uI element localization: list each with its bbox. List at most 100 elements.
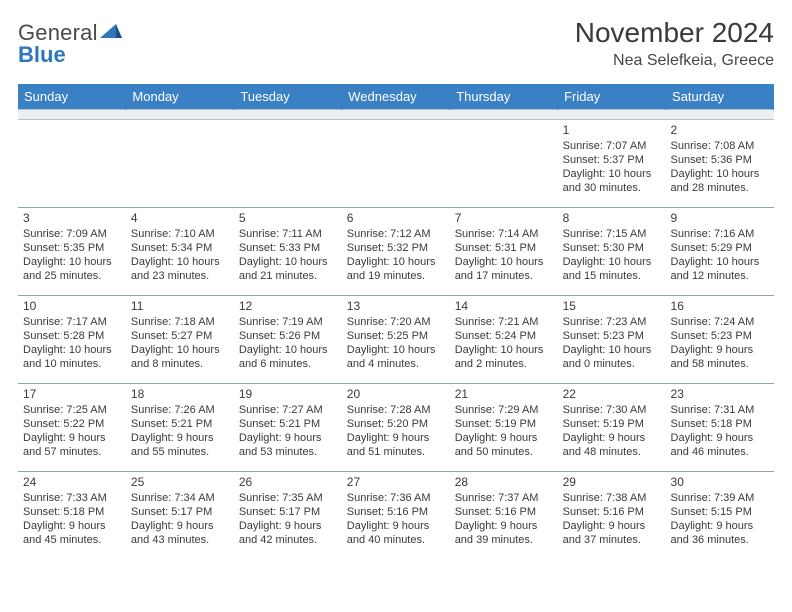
empty-cell <box>234 120 342 208</box>
sunrise-line: Sunrise: 7:24 AM <box>671 315 769 329</box>
day-cell: 14Sunrise: 7:21 AMSunset: 5:24 PMDayligh… <box>450 296 558 384</box>
month-title: November 2024 <box>575 18 774 48</box>
sunrise-line: Sunrise: 7:33 AM <box>23 491 121 505</box>
sunrise-line: Sunrise: 7:09 AM <box>23 227 121 241</box>
day-cell: 27Sunrise: 7:36 AMSunset: 5:16 PMDayligh… <box>342 472 450 560</box>
sunset-line: Sunset: 5:16 PM <box>563 505 661 519</box>
sunset-line: Sunset: 5:32 PM <box>347 241 445 255</box>
day-number: 12 <box>239 299 337 313</box>
day-number: 2 <box>671 123 769 137</box>
day-number: 10 <box>23 299 121 313</box>
daylight-line: Daylight: 10 hours and 8 minutes. <box>131 343 229 371</box>
daylight-line: Daylight: 10 hours and 19 minutes. <box>347 255 445 283</box>
sunset-line: Sunset: 5:18 PM <box>671 417 769 431</box>
day-cell: 1Sunrise: 7:07 AMSunset: 5:37 PMDaylight… <box>558 120 666 208</box>
day-number: 20 <box>347 387 445 401</box>
daylight-line: Daylight: 9 hours and 45 minutes. <box>23 519 121 547</box>
sunset-line: Sunset: 5:28 PM <box>23 329 121 343</box>
sunset-line: Sunset: 5:36 PM <box>671 153 769 167</box>
daylight-line: Daylight: 9 hours and 57 minutes. <box>23 431 121 459</box>
day-cell: 3Sunrise: 7:09 AMSunset: 5:35 PMDaylight… <box>18 208 126 296</box>
sunrise-line: Sunrise: 7:38 AM <box>563 491 661 505</box>
calendar-body: 1Sunrise: 7:07 AMSunset: 5:37 PMDaylight… <box>18 120 774 560</box>
sunrise-line: Sunrise: 7:20 AM <box>347 315 445 329</box>
day-number: 15 <box>563 299 661 313</box>
sunrise-line: Sunrise: 7:31 AM <box>671 403 769 417</box>
day-cell: 25Sunrise: 7:34 AMSunset: 5:17 PMDayligh… <box>126 472 234 560</box>
day-cell: 13Sunrise: 7:20 AMSunset: 5:25 PMDayligh… <box>342 296 450 384</box>
sunset-line: Sunset: 5:35 PM <box>23 241 121 255</box>
sunrise-line: Sunrise: 7:21 AM <box>455 315 553 329</box>
daylight-line: Daylight: 10 hours and 6 minutes. <box>239 343 337 371</box>
calendar-row: 1Sunrise: 7:07 AMSunset: 5:37 PMDaylight… <box>18 120 774 208</box>
day-cell: 4Sunrise: 7:10 AMSunset: 5:34 PMDaylight… <box>126 208 234 296</box>
weekday-wednesday: Wednesday <box>342 84 450 110</box>
sunrise-line: Sunrise: 7:10 AM <box>131 227 229 241</box>
sunset-line: Sunset: 5:24 PM <box>455 329 553 343</box>
day-cell: 23Sunrise: 7:31 AMSunset: 5:18 PMDayligh… <box>666 384 774 472</box>
sunrise-line: Sunrise: 7:28 AM <box>347 403 445 417</box>
sunset-line: Sunset: 5:20 PM <box>347 417 445 431</box>
daylight-line: Daylight: 9 hours and 51 minutes. <box>347 431 445 459</box>
header: General Blue November 2024 Nea Selefkeia… <box>18 18 774 70</box>
day-number: 27 <box>347 475 445 489</box>
sunset-line: Sunset: 5:21 PM <box>239 417 337 431</box>
sunset-line: Sunset: 5:23 PM <box>563 329 661 343</box>
empty-cell <box>342 120 450 208</box>
daylight-line: Daylight: 10 hours and 30 minutes. <box>563 167 661 195</box>
sunset-line: Sunset: 5:29 PM <box>671 241 769 255</box>
daylight-line: Daylight: 10 hours and 25 minutes. <box>23 255 121 283</box>
sunset-line: Sunset: 5:31 PM <box>455 241 553 255</box>
sunrise-line: Sunrise: 7:27 AM <box>239 403 337 417</box>
day-number: 9 <box>671 211 769 225</box>
day-cell: 19Sunrise: 7:27 AMSunset: 5:21 PMDayligh… <box>234 384 342 472</box>
day-number: 30 <box>671 475 769 489</box>
day-cell: 21Sunrise: 7:29 AMSunset: 5:19 PMDayligh… <box>450 384 558 472</box>
sunrise-line: Sunrise: 7:30 AM <box>563 403 661 417</box>
day-cell: 6Sunrise: 7:12 AMSunset: 5:32 PMDaylight… <box>342 208 450 296</box>
day-cell: 7Sunrise: 7:14 AMSunset: 5:31 PMDaylight… <box>450 208 558 296</box>
daylight-line: Daylight: 9 hours and 43 minutes. <box>131 519 229 547</box>
day-cell: 22Sunrise: 7:30 AMSunset: 5:19 PMDayligh… <box>558 384 666 472</box>
sunset-line: Sunset: 5:25 PM <box>347 329 445 343</box>
calendar-row: 24Sunrise: 7:33 AMSunset: 5:18 PMDayligh… <box>18 472 774 560</box>
sunset-line: Sunset: 5:19 PM <box>563 417 661 431</box>
sunrise-line: Sunrise: 7:23 AM <box>563 315 661 329</box>
sunset-line: Sunset: 5:21 PM <box>131 417 229 431</box>
sunset-line: Sunset: 5:19 PM <box>455 417 553 431</box>
location: Nea Selefkeia, Greece <box>575 52 774 70</box>
day-cell: 29Sunrise: 7:38 AMSunset: 5:16 PMDayligh… <box>558 472 666 560</box>
weekday-thursday: Thursday <box>450 84 558 110</box>
day-cell: 17Sunrise: 7:25 AMSunset: 5:22 PMDayligh… <box>18 384 126 472</box>
day-number: 4 <box>131 211 229 225</box>
sunrise-line: Sunrise: 7:12 AM <box>347 227 445 241</box>
logo-text: General Blue <box>18 22 122 66</box>
sail-icon <box>100 22 122 44</box>
logo: General Blue <box>18 18 122 66</box>
weekday-row: Sunday Monday Tuesday Wednesday Thursday… <box>18 84 774 110</box>
sunrise-line: Sunrise: 7:19 AM <box>239 315 337 329</box>
day-number: 14 <box>455 299 553 313</box>
sunrise-line: Sunrise: 7:16 AM <box>671 227 769 241</box>
daylight-line: Daylight: 10 hours and 12 minutes. <box>671 255 769 283</box>
day-cell: 15Sunrise: 7:23 AMSunset: 5:23 PMDayligh… <box>558 296 666 384</box>
daylight-line: Daylight: 9 hours and 39 minutes. <box>455 519 553 547</box>
day-cell: 18Sunrise: 7:26 AMSunset: 5:21 PMDayligh… <box>126 384 234 472</box>
day-number: 18 <box>131 387 229 401</box>
day-cell: 28Sunrise: 7:37 AMSunset: 5:16 PMDayligh… <box>450 472 558 560</box>
day-number: 13 <box>347 299 445 313</box>
sunset-line: Sunset: 5:18 PM <box>23 505 121 519</box>
day-cell: 16Sunrise: 7:24 AMSunset: 5:23 PMDayligh… <box>666 296 774 384</box>
day-number: 1 <box>563 123 661 137</box>
daylight-line: Daylight: 10 hours and 10 minutes. <box>23 343 121 371</box>
day-cell: 30Sunrise: 7:39 AMSunset: 5:15 PMDayligh… <box>666 472 774 560</box>
day-number: 29 <box>563 475 661 489</box>
daylight-line: Daylight: 9 hours and 55 minutes. <box>131 431 229 459</box>
sunset-line: Sunset: 5:26 PM <box>239 329 337 343</box>
daylight-line: Daylight: 9 hours and 48 minutes. <box>563 431 661 459</box>
sunset-line: Sunset: 5:34 PM <box>131 241 229 255</box>
day-cell: 10Sunrise: 7:17 AMSunset: 5:28 PMDayligh… <box>18 296 126 384</box>
daylight-line: Daylight: 9 hours and 40 minutes. <box>347 519 445 547</box>
calendar-table: Sunday Monday Tuesday Wednesday Thursday… <box>18 84 774 560</box>
day-number: 21 <box>455 387 553 401</box>
